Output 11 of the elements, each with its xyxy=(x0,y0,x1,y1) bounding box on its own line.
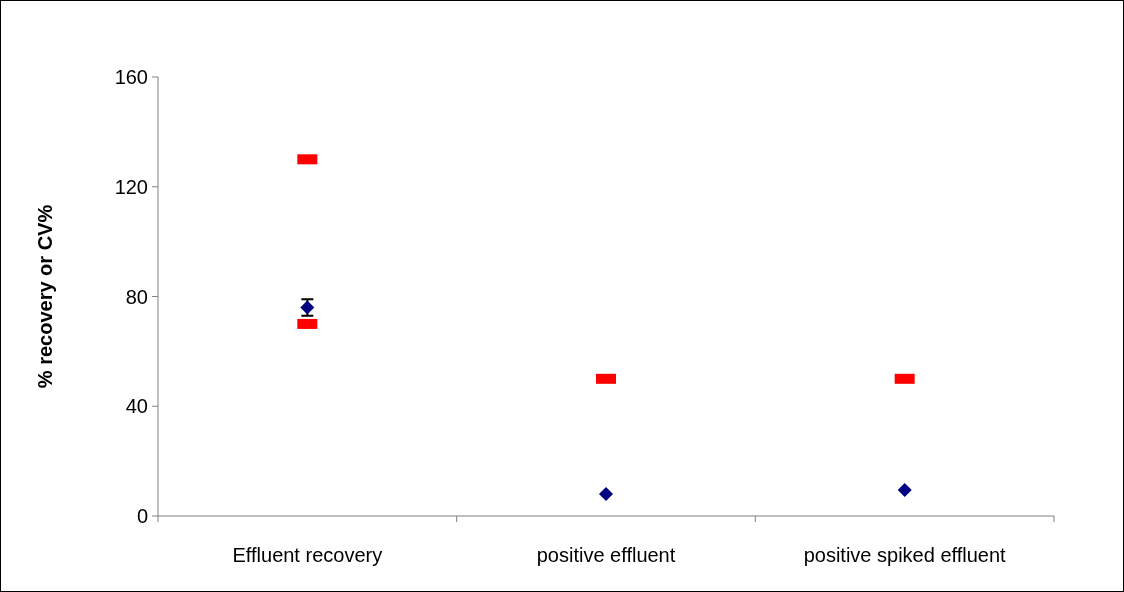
y-axis-title: % recovery or CV% xyxy=(34,204,56,389)
x-tick-label: positive spiked effluent xyxy=(803,544,1007,566)
y-tick-label: 120 xyxy=(114,175,148,198)
x-tick-label: positive effluent xyxy=(536,544,676,566)
y-tick-label: 40 xyxy=(125,395,148,418)
x-tick-label: Effluent recovery xyxy=(232,544,383,566)
y-tick-label: 0 xyxy=(136,505,148,527)
point xyxy=(897,482,912,497)
y-tick-label: 160 xyxy=(114,66,148,88)
y-tick-label: 80 xyxy=(125,285,148,308)
point xyxy=(599,487,613,502)
